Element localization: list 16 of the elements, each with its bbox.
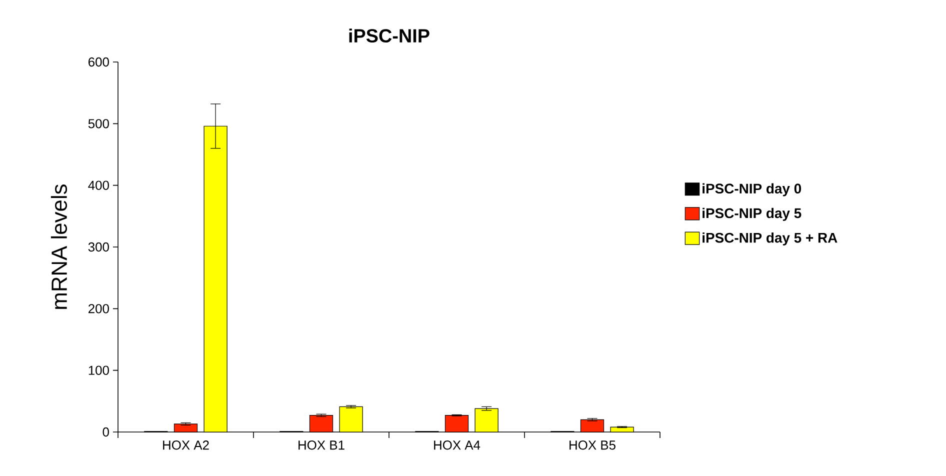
legend-label: iPSC-NIP day 5 + RA <box>702 232 838 246</box>
x-tick-label: HOX B5 <box>570 440 616 450</box>
y-tick-label: 600 <box>88 57 109 67</box>
y-axis-title: mRNA levels <box>50 184 68 309</box>
x-tick-label: HOX A4 <box>434 440 480 450</box>
x-tick-label: HOX B1 <box>298 440 344 450</box>
y-tick-label: 100 <box>88 366 109 375</box>
legend-label: iPSC-NIP day 0 <box>702 183 802 196</box>
chart-title: iPSC-NIP <box>349 28 430 43</box>
y-tick-label: 300 <box>88 242 109 252</box>
y-tick-label: 200 <box>88 304 109 314</box>
y-tick-label: 400 <box>88 180 109 190</box>
y-tick-label: 500 <box>88 119 109 128</box>
y-tick-label: 0 <box>102 427 109 437</box>
legend-label: iPSC-NIP day 5 <box>702 208 802 221</box>
x-tick-label: HOX A2 <box>163 440 209 450</box>
